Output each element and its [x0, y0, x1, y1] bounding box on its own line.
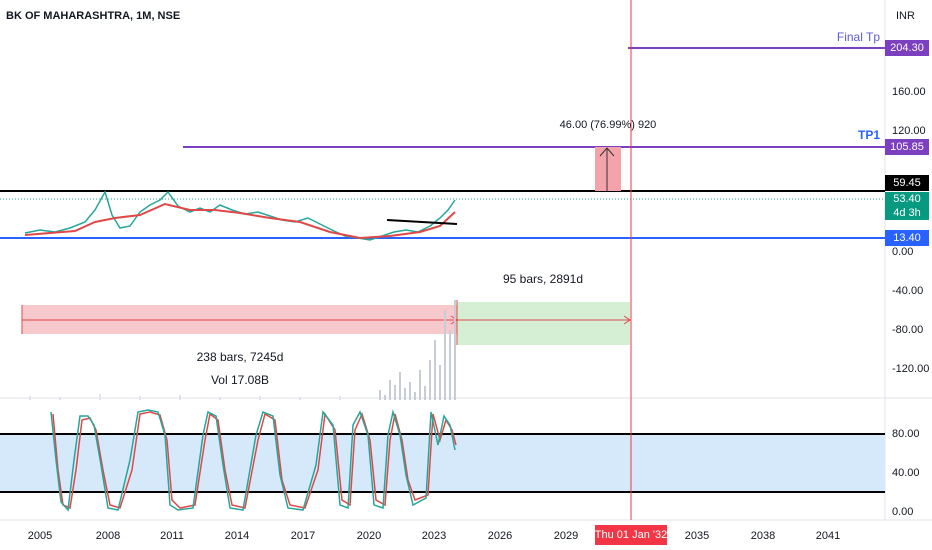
- measure-label: 46.00 (76.99%) 920: [560, 119, 657, 131]
- price-tag-text: 105.85: [890, 141, 924, 153]
- time-axis-label: 2005: [28, 530, 52, 542]
- tp1-label: TP1: [858, 128, 880, 142]
- oscillator-axis-label: 80.00: [892, 428, 920, 440]
- price-series: [24, 190, 456, 241]
- time-axis-label: 2014: [225, 530, 249, 542]
- time-axis-label: 2026: [488, 530, 512, 542]
- price-tag: [885, 230, 929, 246]
- volume-bars: [379, 300, 456, 400]
- oscillator-axis-label: 40.00: [892, 467, 920, 479]
- time-axis-label: 2011: [160, 530, 184, 542]
- measure-arrow: [599, 147, 615, 191]
- price-tag: [885, 175, 929, 191]
- range-label: 238 bars, 7245d: [197, 350, 284, 364]
- time-axis-label: 2029: [554, 530, 578, 542]
- time-axis-label: 2017: [291, 530, 315, 542]
- trend-line: [386, 219, 458, 225]
- symbol-title: BK OF MAHARASHTRA, 1M, NSE: [6, 10, 180, 22]
- stoch-k: [50, 409, 456, 512]
- time-axis-label: 2041: [816, 530, 840, 542]
- time-axis-label: 2008: [96, 530, 120, 542]
- stoch-d: [52, 411, 457, 510]
- price-tag-text: 13.40: [893, 232, 921, 244]
- price-tag-text: 204.30: [890, 42, 924, 54]
- price-tag-text: 53.40: [893, 193, 921, 205]
- price-axis-label: -120.00: [892, 363, 929, 375]
- price-tag: [885, 40, 929, 56]
- volume-bars: [29, 394, 341, 400]
- price-axis-label: 160.00: [892, 86, 926, 98]
- price-axis-label: -40.00: [892, 285, 923, 297]
- cursor-date: Thu 01 Jan '32: [595, 529, 667, 541]
- time-axis-label: 2023: [422, 530, 446, 542]
- price-tag-text: 59.45: [893, 177, 921, 189]
- currency: INR: [896, 10, 915, 22]
- final-tp-label: Final Tp: [837, 30, 880, 44]
- oscillator-axis-label: 0.00: [892, 506, 913, 518]
- price-tag: [885, 192, 929, 220]
- moving-average: [24, 202, 456, 240]
- price-axis-label: 120.00: [892, 125, 926, 137]
- measure-box: [595, 147, 621, 191]
- range-label: 95 bars, 2891d: [503, 272, 583, 286]
- volume-label: Vol 17.08B: [211, 373, 269, 387]
- cursor-date-box: [595, 525, 667, 545]
- price-tag: [885, 139, 929, 155]
- time-axis-label: 2035: [685, 530, 709, 542]
- time-axis-label: 2038: [751, 530, 775, 542]
- price-axis-label: -80.00: [892, 324, 923, 336]
- range-right-box: [457, 302, 630, 345]
- oscillator-band: [0, 434, 885, 492]
- price-axis-label: 0.00: [892, 246, 913, 258]
- time-axis-label: 2020: [357, 530, 381, 542]
- countdown-text: 4d 3h: [893, 207, 921, 219]
